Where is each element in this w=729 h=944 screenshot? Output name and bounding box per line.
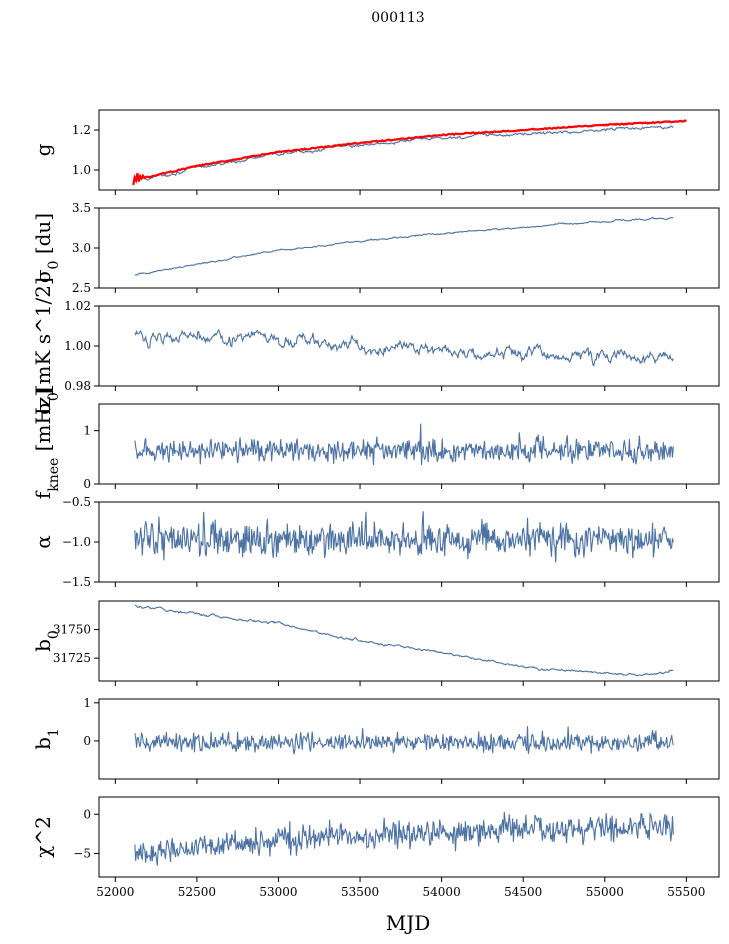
x-tick-label-0: 52000 <box>96 885 134 899</box>
y-axis-label-rest-fknee: [mHz] <box>31 389 55 458</box>
y-axis-label-sub-fknee: knee <box>46 458 62 492</box>
panel-frame-chi2 <box>98 796 720 878</box>
x-tick-label-3: 53500 <box>341 885 379 899</box>
y-axis-label-main-sigma0-mk: σ <box>31 401 55 415</box>
series-line-fknee <box>134 423 674 466</box>
y-tick-label-g-0: 1.0 <box>72 163 91 177</box>
y-axis-label-sub-b0: 0 <box>46 630 62 639</box>
y-tick-label-alpha-2: −0.5 <box>62 495 91 509</box>
x-axis-label: MJD <box>386 911 431 935</box>
panel-frame-b0 <box>98 600 720 682</box>
x-tick-label-6: 55000 <box>586 885 624 899</box>
y-axis-label-sigma0-mk: σ0[mK s^1/2] <box>31 277 62 415</box>
y-tick-label-sigma0-du-0: 2.5 <box>72 281 91 295</box>
panel-frame-b1 <box>98 698 720 780</box>
y-axis-label-rest-sigma0-du: [du] <box>31 213 55 261</box>
y-axis-label-sub-sigma0-du: 0 <box>46 261 62 270</box>
y-axis-label-main-g: g <box>31 143 55 156</box>
panel-frame-fknee <box>98 403 720 485</box>
y-axis-label-main-fknee: f <box>31 490 55 499</box>
panels: 1.01.2g2.53.03.5σ0 [du]0.981.001.02σ0[mK… <box>31 109 720 899</box>
series-line-b1 <box>134 726 674 755</box>
series-line-b0 <box>134 604 674 677</box>
y-axis-label-main-sigma0-du: σ <box>31 269 55 283</box>
y-tick-label-b1-0: 0 <box>83 734 91 748</box>
panel-chi2: −5 0 52000 52500 53000 53500 54000 54500 55000 55… <box>31 796 720 899</box>
y-tick-label-alpha-1: −1.0 <box>62 535 91 549</box>
panel-alpha: −1.5 −1.0 −0.5 α <box>31 495 720 589</box>
y-tick-label-fknee-0: 0 <box>83 477 91 491</box>
x-tick-label-2: 53000 <box>259 885 297 899</box>
y-axis-label-fknee: fknee [mHz] <box>31 389 62 499</box>
y-axis-label-rest-sigma0-mk: [mK s^1/2] <box>31 277 55 392</box>
y-axis-label-main-alpha: α <box>31 535 55 549</box>
y-tick-label-fknee-1: 1 <box>83 424 91 438</box>
y-tick-label-sigma0-mk-1: 1.00 <box>64 339 91 353</box>
y-axis-label-g: g <box>31 143 55 156</box>
panel-frame-g <box>98 109 720 191</box>
panel-g: 1.0 1.2 g <box>31 109 720 195</box>
y-tick-label-b0-1: 31750 <box>53 623 91 637</box>
y-tick-label-alpha-0: −1.5 <box>62 575 91 589</box>
y-tick-label-sigma0-mk-0: 0.98 <box>64 379 91 393</box>
highlight-line-g <box>132 119 687 186</box>
y-axis-label-sub-sigma0-mk: 0 <box>46 392 62 401</box>
series-line-g <box>134 125 674 181</box>
y-axis-label-sub-b1: 1 <box>46 728 62 737</box>
x-tick-label-1: 52500 <box>178 885 216 899</box>
x-tick-label-4: 54000 <box>423 885 461 899</box>
y-axis-label-b0: b0 <box>31 630 62 652</box>
panel-fknee: 0 1 fknee [mHz] <box>31 389 720 499</box>
x-tick-label-5: 54500 <box>504 885 542 899</box>
y-tick-label-b0-0: 31725 <box>53 651 91 665</box>
series-line-sigma0-mk <box>134 328 674 367</box>
y-tick-label-b1-1: 1 <box>83 696 91 710</box>
y-axis-label-alpha: α <box>31 535 55 549</box>
y-tick-label-chi2-1: 0 <box>83 807 91 821</box>
y-axis-label-main-b0: b <box>31 639 55 652</box>
series-line-chi2 <box>134 811 674 866</box>
y-tick-label-chi2-0: −5 <box>73 846 91 860</box>
y-tick-label-sigma0-du-2: 3.5 <box>72 201 91 215</box>
y-axis-label-main-chi2: χ <box>31 846 55 858</box>
y-axis-label-chi2: χ^2 <box>31 816 55 858</box>
y-axis-label-rest-chi2: ^2 <box>31 816 55 845</box>
y-axis-label-main-b1: b <box>31 737 55 750</box>
x-tick-label-7: 55500 <box>667 885 705 899</box>
y-tick-label-sigma0-du-1: 3.0 <box>72 241 91 255</box>
figure-title: 000113 <box>371 10 424 26</box>
series-line-alpha <box>134 511 674 563</box>
panel-sigma0-du: 2.5 3.0 3.5 σ0 [du] <box>31 201 720 295</box>
y-tick-label-sigma0-mk-2: 1.02 <box>64 299 91 313</box>
y-axis-label-b1: b1 <box>31 728 62 750</box>
y-axis-label-sigma0-du: σ0 [du] <box>31 213 62 283</box>
series-line-sigma0-du <box>134 216 674 276</box>
y-tick-label-g-1: 1.2 <box>72 123 91 137</box>
